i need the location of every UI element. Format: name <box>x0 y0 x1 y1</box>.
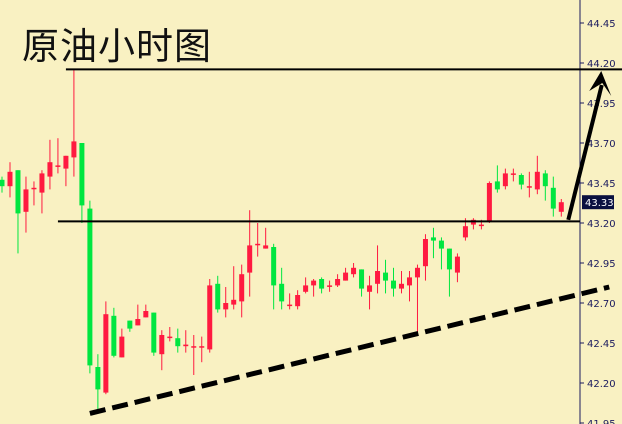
candle-body <box>231 299 237 305</box>
candle-body <box>351 267 357 275</box>
candle-body <box>135 319 141 326</box>
candle-body <box>191 346 197 348</box>
candle-body <box>143 311 149 318</box>
y-tick-label: 42.70 <box>587 299 616 310</box>
y-tick-label: 42.20 <box>587 379 616 390</box>
candle-body <box>223 303 229 310</box>
candle-body <box>247 245 253 273</box>
candle-body <box>175 338 181 347</box>
candle-body <box>406 277 412 286</box>
candle-body <box>510 173 516 175</box>
candle-body <box>87 208 93 366</box>
candle-body <box>167 336 173 339</box>
arrow-head-icon <box>589 71 612 96</box>
candle-body <box>239 274 245 302</box>
y-tick-label: 42.45 <box>587 339 616 350</box>
candle-body <box>63 155 69 169</box>
candle-body <box>183 344 189 347</box>
candle-body <box>558 202 564 212</box>
candle-body <box>263 245 269 249</box>
candle-body <box>335 279 341 286</box>
y-tick-label: 43.20 <box>587 219 616 230</box>
candle-body <box>79 143 85 206</box>
candle-body <box>550 187 556 209</box>
candle-body <box>518 175 524 185</box>
candle-body <box>327 285 333 287</box>
candle-body <box>103 314 109 393</box>
candle-body <box>95 367 101 390</box>
candle-body <box>295 295 301 307</box>
last-price-label: 43.33 <box>585 198 614 209</box>
candle-body <box>207 285 213 350</box>
candle-body <box>438 240 444 249</box>
candle-body <box>23 189 29 212</box>
candle-body <box>367 285 373 292</box>
y-tick-label: 44.45 <box>587 19 616 30</box>
candle-body <box>319 279 325 289</box>
candle-body <box>542 173 548 187</box>
candle-body <box>478 224 484 227</box>
chart-title: 原油小时图 <box>22 25 212 68</box>
candle-body <box>271 247 277 286</box>
candle-body <box>71 141 77 158</box>
candle-body <box>31 187 37 190</box>
candle-body <box>215 283 221 310</box>
candle-body <box>343 272 349 281</box>
arrow-shaft <box>566 84 604 221</box>
last-price-box <box>582 195 614 210</box>
candle-body <box>462 226 468 238</box>
candle-body <box>399 283 404 289</box>
candle-body <box>446 248 452 270</box>
candle-body <box>494 181 500 190</box>
candle-body <box>159 335 165 355</box>
candle-body <box>111 315 117 356</box>
candle-body <box>127 320 133 329</box>
candle-body <box>39 173 45 193</box>
candle-body <box>303 285 309 292</box>
y-tick-label: 43.95 <box>587 99 616 110</box>
candle-body <box>279 283 285 302</box>
candle-body <box>255 243 261 246</box>
candle-body <box>15 170 21 214</box>
candle-body <box>486 183 492 222</box>
candle-body <box>287 304 293 307</box>
candle-body <box>391 280 397 289</box>
candle-body <box>414 267 420 278</box>
candle-body <box>375 271 381 284</box>
y-tick-label: 43.45 <box>587 179 616 190</box>
dashed-trendline <box>89 284 610 416</box>
y-tick-label: 42.95 <box>587 259 616 270</box>
candle-body <box>7 171 13 187</box>
candle-body <box>359 269 365 289</box>
y-tick-label: 41.95 <box>587 419 616 424</box>
candle-body <box>151 312 157 353</box>
candle-body <box>47 162 53 177</box>
candle-body <box>502 173 508 187</box>
candle-body <box>454 256 460 273</box>
candle-body <box>534 171 540 190</box>
candle-body <box>311 280 317 286</box>
candle-body <box>526 186 532 188</box>
candle-body <box>430 237 436 241</box>
candle-body <box>55 165 61 167</box>
candle-body <box>199 346 205 348</box>
y-tick-label: 43.70 <box>587 139 616 150</box>
candle-body <box>422 239 428 267</box>
candle-body <box>0 179 5 187</box>
candle-body <box>119 336 125 358</box>
y-tick-label: 44.20 <box>587 59 616 70</box>
candle-body <box>383 272 389 281</box>
